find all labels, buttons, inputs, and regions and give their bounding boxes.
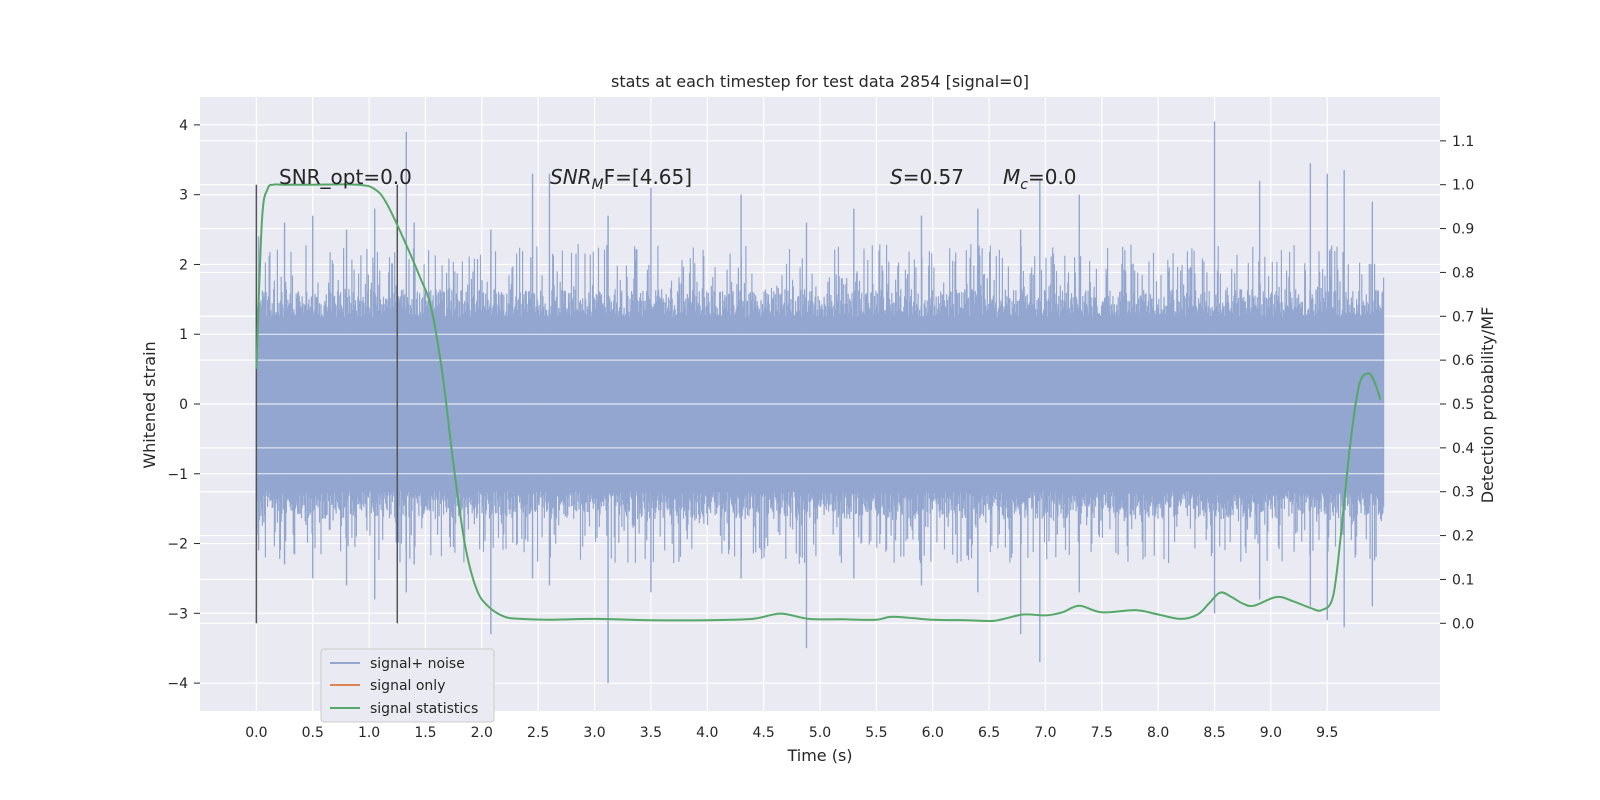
signal-statistics-series: [255, 183, 1382, 623]
legend-box: [320, 648, 495, 723]
legend-label-signal-only: signal only: [370, 678, 445, 694]
y-right-tick-label: 0.6: [1452, 353, 1474, 369]
y-right-tick-label: 1.0: [1452, 178, 1474, 194]
x-tick-label: 6.5: [978, 725, 1000, 741]
x-tick-label: 0.0: [245, 725, 267, 741]
mc-val: =0.0: [1028, 165, 1077, 189]
y-left-tick-label: 2: [179, 257, 188, 273]
x-tick-label: 4.5: [753, 725, 775, 741]
y-right-tick-label: 0.8: [1452, 265, 1474, 281]
annotation-s: S=0.57: [890, 165, 964, 189]
x-tick-label: 8.0: [1147, 725, 1169, 741]
x-axis-label: Time (s): [786, 746, 852, 765]
x-tick-label: 8.5: [1203, 725, 1225, 741]
y-left-axis-label: Whitened strain: [140, 341, 159, 468]
annotation-snr-opt: SNR_opt=0.0: [279, 165, 412, 189]
x-tick-label: 2.5: [527, 725, 549, 741]
chart-title: stats at each timestep for test data 285…: [611, 72, 1029, 91]
snr-mf-sub: M: [592, 177, 604, 193]
x-tick-label: 9.5: [1316, 725, 1338, 741]
y-left-tick-label: −4: [167, 676, 188, 692]
x-tick-label: 9.0: [1260, 725, 1282, 741]
legend: signal+ noise signal only signal statist…: [320, 648, 495, 723]
y-right-tick-label: 0.2: [1452, 529, 1474, 545]
x-tick-label: 7.0: [1034, 725, 1056, 741]
y-right-tick-label: 0.1: [1452, 572, 1474, 588]
annotation-mc: Mc=0.0: [1003, 165, 1077, 193]
y-left-tick-label: −2: [167, 537, 188, 553]
annotation-snr-mf: SNRMF=[4.65]: [550, 165, 692, 193]
x-tick-label: 5.5: [865, 725, 887, 741]
y-right-tick-label: 0.9: [1452, 222, 1474, 238]
legend-label-signal-noise: signal+ noise: [370, 656, 465, 672]
y-right-tick-label: 1.1: [1452, 134, 1474, 150]
y-right-tick-labels: 0.0 0.1 0.2 0.3 0.4 0.5 0.6 0.7 0.8 0.9 1.0 1.1: [1440, 134, 1474, 632]
legend-label-signal-statistics: signal statistics: [370, 701, 478, 717]
x-tick-label: 3.5: [640, 725, 662, 741]
x-tick-label: 1.5: [414, 725, 436, 741]
snr-mf-main: SNR: [550, 165, 592, 189]
x-tick-label: 5.0: [809, 725, 831, 741]
x-tick-label: 4.0: [696, 725, 718, 741]
y-left-tick-label: −1: [167, 467, 188, 483]
y-left-tick-label: 4: [179, 118, 188, 134]
y-right-tick-label: 0.0: [1452, 616, 1474, 632]
x-tick-label: 0.5: [302, 725, 324, 741]
x-tick-labels: 0.0 0.5 1.0 1.5 2.0 2.5 3.0 3.5 4.0 4.5 5.0 5.5 6.0 6…: [245, 725, 1338, 741]
x-tick-label: 7.5: [1091, 725, 1113, 741]
y-right-tick-label: 0.5: [1452, 397, 1474, 413]
x-tick-label: 2.0: [471, 725, 493, 741]
y-right-tick-label: 0.4: [1452, 441, 1474, 457]
y-right-tick-label: 0.7: [1452, 309, 1474, 325]
y-left-tick-label: 1: [179, 327, 188, 343]
signal-statistics-line: [255, 183, 1382, 623]
y-left-tick-label: 0: [179, 397, 188, 413]
x-tick-label: 1.0: [358, 725, 380, 741]
snr-mf-rest: F=[4.65]: [604, 165, 692, 189]
mc-var: M: [1003, 165, 1020, 189]
y-right-axis-label: Detection probability/MF: [1478, 307, 1497, 504]
y-left-tick-labels: −4 −3 −2 −1 0 1 2 3 4: [167, 118, 200, 692]
x-tick-label: 3.0: [583, 725, 605, 741]
y-left-tick-label: 3: [179, 188, 188, 204]
y-right-tick-label: 0.3: [1452, 485, 1474, 501]
signal-plus-noise-series: [255, 121, 1385, 684]
y-left-tick-label: −3: [167, 606, 188, 622]
x-tick-label: 6.0: [922, 725, 944, 741]
s-var: S: [890, 165, 903, 189]
mc-sub: c: [1020, 177, 1028, 193]
s-val: =0.57: [903, 165, 964, 189]
vertical-markers: [255, 184, 399, 624]
